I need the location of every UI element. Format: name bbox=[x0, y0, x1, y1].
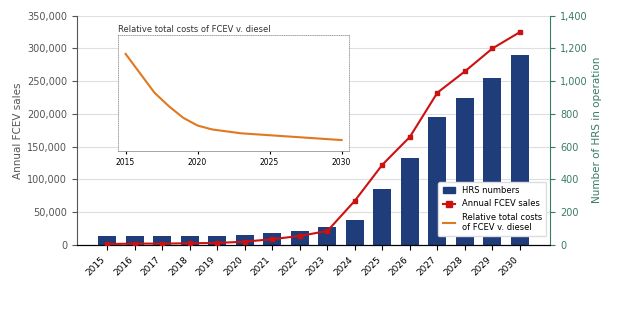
Bar bbox=[428, 117, 446, 245]
Bar bbox=[346, 220, 364, 245]
Y-axis label: Annual FCEV sales: Annual FCEV sales bbox=[13, 82, 23, 179]
Bar bbox=[264, 233, 281, 245]
Y-axis label: Number of HRS in operation: Number of HRS in operation bbox=[592, 57, 602, 203]
Bar bbox=[373, 189, 391, 245]
Bar bbox=[483, 78, 501, 245]
Bar bbox=[401, 159, 419, 245]
Bar bbox=[319, 227, 336, 245]
Bar bbox=[236, 235, 254, 245]
Legend: HRS numbers, Annual FCEV sales, Relative total costs
of FCEV v. diesel: HRS numbers, Annual FCEV sales, Relative… bbox=[438, 182, 546, 236]
Bar bbox=[99, 236, 116, 245]
Bar bbox=[181, 236, 199, 245]
Text: Relative total costs of FCEV v. diesel: Relative total costs of FCEV v. diesel bbox=[118, 25, 271, 34]
Bar bbox=[291, 230, 308, 245]
Bar bbox=[154, 236, 172, 245]
Bar bbox=[209, 236, 227, 245]
Bar bbox=[511, 55, 529, 245]
Bar bbox=[456, 98, 474, 245]
Bar bbox=[126, 236, 144, 245]
